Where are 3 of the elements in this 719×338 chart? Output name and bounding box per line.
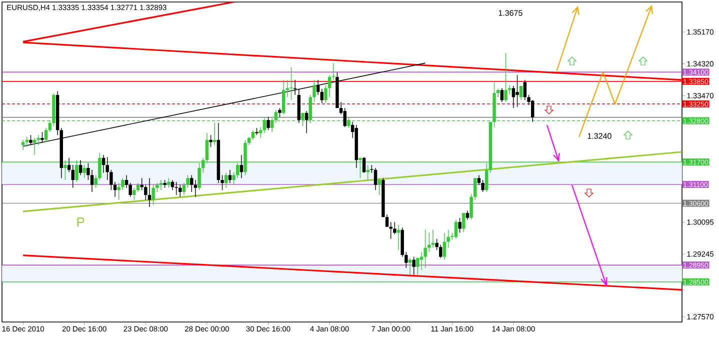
annotation: P bbox=[77, 218, 84, 226]
annotation: 1.3675 bbox=[498, 10, 522, 16]
annotation: 1.3240 bbox=[588, 133, 612, 139]
